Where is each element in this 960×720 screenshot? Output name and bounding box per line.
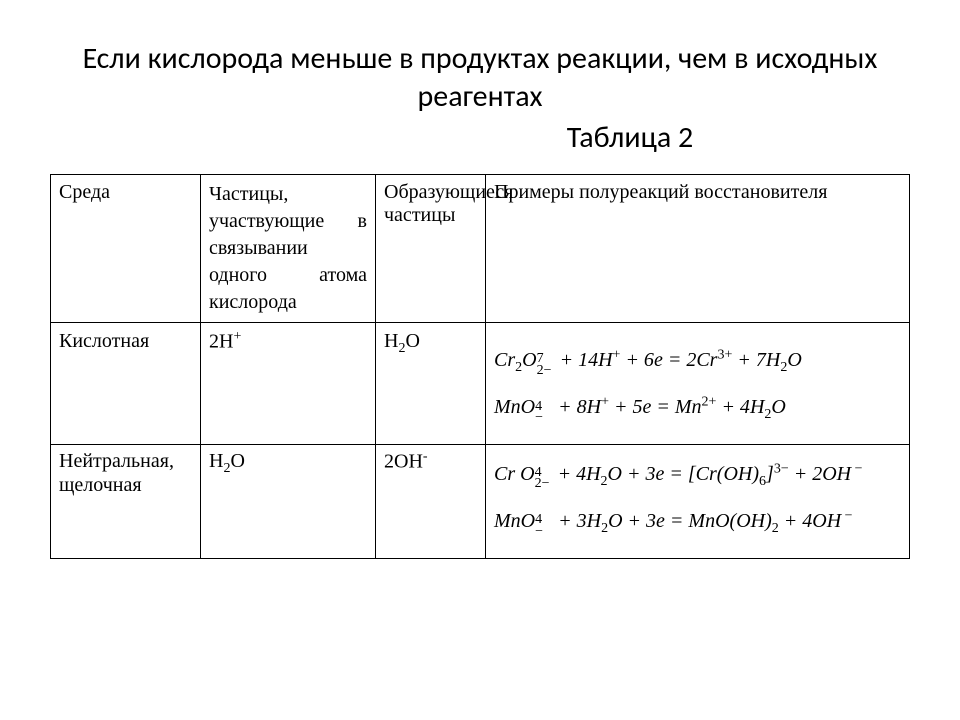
cell-particles: 2H+ — [201, 323, 376, 445]
slide-title: Если кислорода меньше в продуктах реакци… — [50, 40, 910, 115]
cell-formed: 2OH- — [376, 444, 486, 558]
col-header-formed: Образующиеся частицы — [376, 175, 486, 323]
cell-particles: H2O — [201, 444, 376, 558]
equation: Cr O42− + 4H2O + 3e = [Cr(OH)6]3− + 2OH … — [494, 453, 901, 496]
col-header-particles: Частицы, участвующие в связывании одного… — [201, 175, 376, 323]
equation: Cr2O72− + 14H+ + 6e = 2Cr3+ + 7H2O — [494, 339, 901, 382]
reactions-table: Среда Частицы, участвующие в связывании … — [50, 174, 910, 559]
cell-equations: Cr O42− + 4H2O + 3e = [Cr(OH)6]3− + 2OH … — [486, 444, 910, 558]
col-header-examples: Примеры полуреакций восстановителя — [486, 175, 910, 323]
cell-formed: H2O — [376, 323, 486, 445]
col-header-medium: Среда — [51, 175, 201, 323]
equation: MnO4− + 3H2O + 3e = MnO(OH)2 + 4OH − — [494, 500, 901, 543]
table-header-row: Среда Частицы, участвующие в связывании … — [51, 175, 910, 323]
equation: MnO4− + 8H+ + 5e = Mn2+ + 4H2O — [494, 386, 901, 429]
table-row: Кислотная 2H+ H2O Cr2O72− + 14H+ + 6e = … — [51, 323, 910, 445]
slide-subtitle: Таблица 2 — [50, 119, 910, 156]
cell-medium: Кислотная — [51, 323, 201, 445]
table-row: Нейтральная, щелочная H2O 2OH- Cr O42− +… — [51, 444, 910, 558]
cell-equations: Cr2O72− + 14H+ + 6e = 2Cr3+ + 7H2O MnO4−… — [486, 323, 910, 445]
cell-medium: Нейтральная, щелочная — [51, 444, 201, 558]
